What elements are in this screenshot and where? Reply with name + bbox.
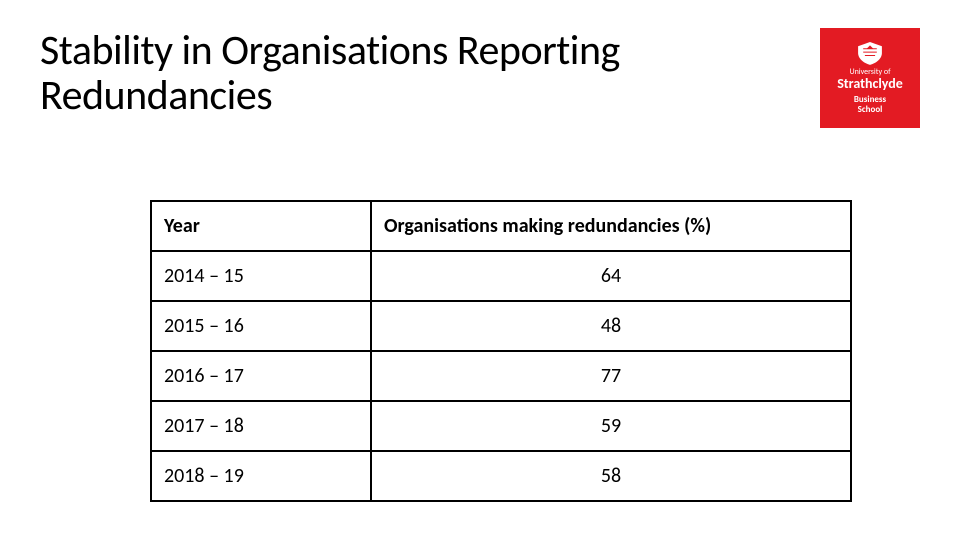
- cell-year: 2014 – 15: [151, 251, 371, 301]
- table-row: 2016 – 17 77: [151, 351, 851, 401]
- cell-year: 2017 – 18: [151, 401, 371, 451]
- cell-year: 2015 – 16: [151, 301, 371, 351]
- table-row: 2017 – 18 59: [151, 401, 851, 451]
- table-row: 2018 – 19 58: [151, 451, 851, 501]
- crest-icon: [853, 40, 887, 66]
- data-table: Year Organisations making redundancies (…: [150, 200, 852, 502]
- table-header-row: Year Organisations making redundancies (…: [151, 201, 851, 251]
- logo-line3b: School: [858, 104, 883, 115]
- cell-pct: 48: [371, 301, 851, 351]
- col-header-year: Year: [151, 201, 371, 251]
- slide: Stability in Organisations Reporting Red…: [0, 0, 960, 540]
- cell-pct: 64: [371, 251, 851, 301]
- page-title: Stability in Organisations Reporting Red…: [40, 28, 800, 119]
- cell-year: 2016 – 17: [151, 351, 371, 401]
- data-table-container: Year Organisations making redundancies (…: [150, 200, 850, 502]
- table-row: 2015 – 16 48: [151, 301, 851, 351]
- cell-pct: 58: [371, 451, 851, 501]
- col-header-pct: Organisations making redundancies (%): [371, 201, 851, 251]
- logo-line2: Strathclyde: [837, 77, 903, 91]
- cell-pct: 77: [371, 351, 851, 401]
- cell-pct: 59: [371, 401, 851, 451]
- table-row: 2014 – 15 64: [151, 251, 851, 301]
- cell-year: 2018 – 19: [151, 451, 371, 501]
- university-logo: University of Strathclyde Business Schoo…: [820, 28, 920, 128]
- logo-line3: Business School: [854, 95, 886, 114]
